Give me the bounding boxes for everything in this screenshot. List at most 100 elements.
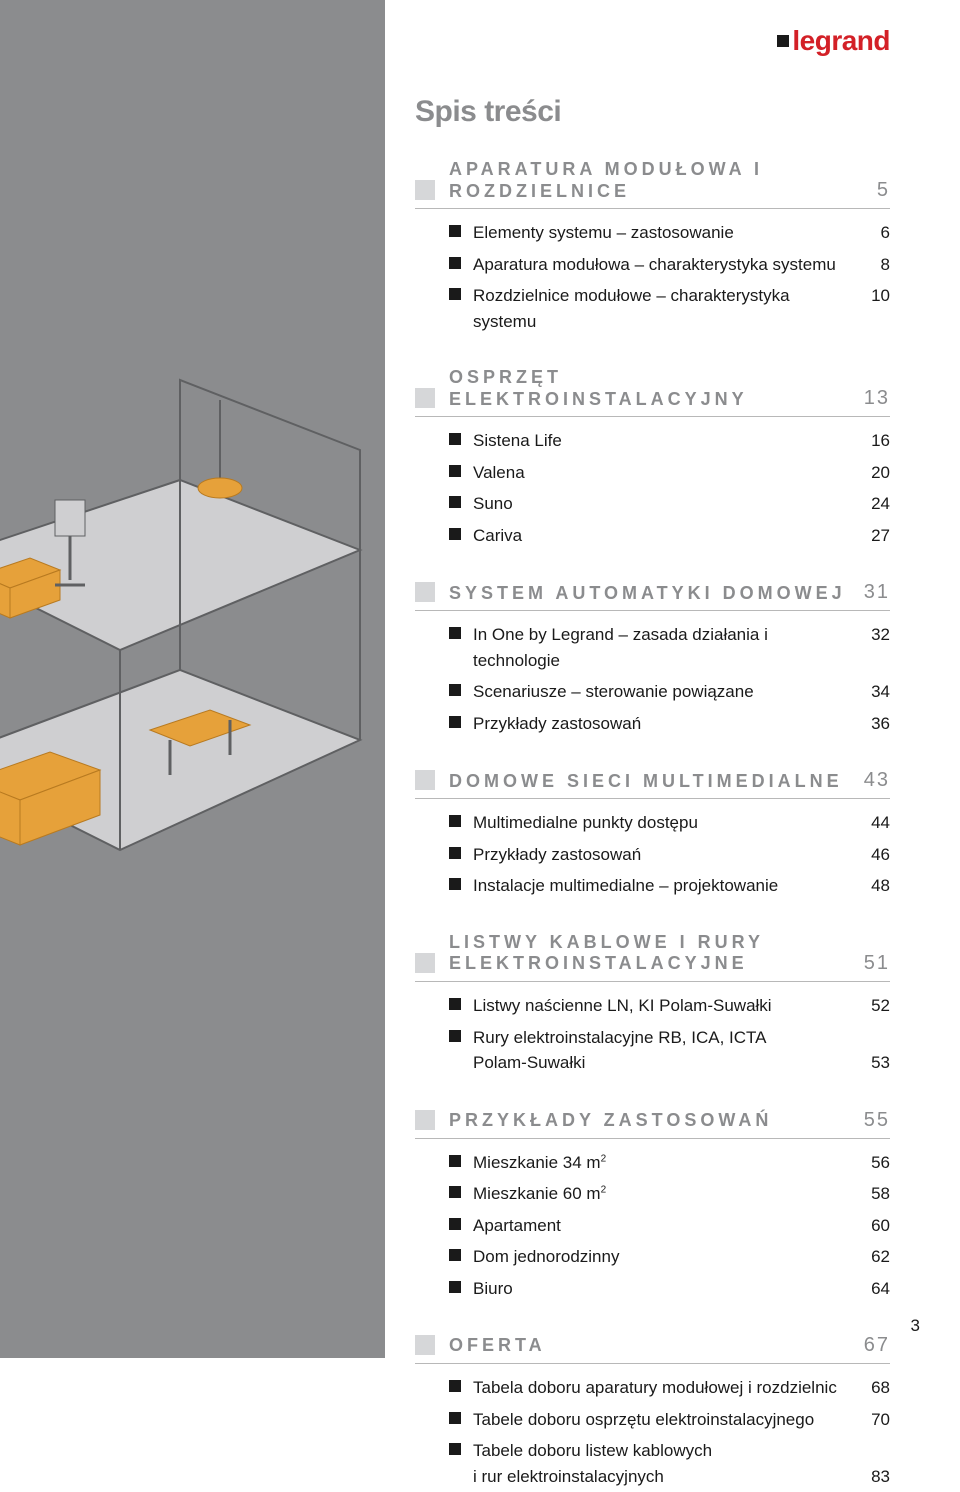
toc-item[interactable]: Biuro64 xyxy=(415,1273,890,1305)
section-page: 67 xyxy=(856,1334,890,1357)
item-bullet-icon xyxy=(449,1186,461,1198)
toc-item[interactable]: Tabele doboru osprzętu elektroinstalacyj… xyxy=(415,1404,890,1436)
item-bullet-icon xyxy=(449,878,461,890)
toc-section: DOMOWE SIECI MULTIMEDIALNE43Multimedialn… xyxy=(415,769,890,902)
item-page: 52 xyxy=(856,993,890,1019)
item-bullet-icon xyxy=(449,684,461,696)
item-bullet-icon xyxy=(449,1155,461,1167)
toc-item[interactable]: Przykłady zastosowań46 xyxy=(415,839,890,871)
item-bullet-icon xyxy=(449,998,461,1010)
content-area: legrand Spis treści APARATURA MODUŁOWA I… xyxy=(385,0,960,1358)
toc-section: SYSTEM AUTOMATYKI DOMOWEJ31 In One by Leg… xyxy=(415,581,890,739)
item-bullet-icon xyxy=(449,1443,461,1455)
toc-item[interactable]: Przykłady zastosowań36 xyxy=(415,708,890,740)
brand-name: legrand xyxy=(792,25,890,57)
item-bullet-icon xyxy=(449,1380,461,1392)
item-page: 53 xyxy=(856,1050,890,1076)
item-page: 62 xyxy=(856,1244,890,1270)
toc-item[interactable]: Mieszkanie 34 m256 xyxy=(415,1147,890,1179)
item-bullet-icon xyxy=(449,257,461,269)
item-page: 10 xyxy=(856,283,890,309)
item-page: 83 xyxy=(856,1464,890,1490)
item-bullet-icon xyxy=(449,716,461,728)
toc-item[interactable]: Scenariusze – sterowanie powiązane34 xyxy=(415,676,890,708)
toc-section: APARATURA MODUŁOWA I ROZDZIELNICE5 Elemen… xyxy=(415,159,890,337)
item-bullet-icon xyxy=(449,815,461,827)
toc-item[interactable]: Dom jednorodzinny62 xyxy=(415,1241,890,1273)
toc-section-header[interactable]: PRZYKŁADY ZASTOSOWAŃ55 xyxy=(415,1109,890,1139)
section-page: 31 xyxy=(856,581,890,604)
item-label: Valena xyxy=(473,460,856,486)
item-label: Przykłady zastosowań xyxy=(473,711,856,737)
toc-item[interactable]: Aparatura modułowa – charakterystyka sys… xyxy=(415,249,890,281)
item-page: 27 xyxy=(856,523,890,549)
item-label: Biuro xyxy=(473,1276,856,1302)
item-label: Apartament xyxy=(473,1213,856,1239)
toc-item[interactable]: Rury elektroinstalacyjne RB, ICA, ICTAPo… xyxy=(415,1022,890,1079)
item-bullet-icon xyxy=(449,528,461,540)
item-page: 44 xyxy=(856,810,890,836)
item-bullet-icon xyxy=(449,1030,461,1042)
toc-section-header[interactable]: OSPRZĘT ELEKTROINSTALACYJNY13 xyxy=(415,367,890,417)
section-page: 43 xyxy=(856,769,890,792)
toc-item[interactable]: Sistena Life16 xyxy=(415,425,890,457)
toc-item[interactable]: Valena20 xyxy=(415,457,890,489)
section-bullet-icon xyxy=(415,770,435,790)
toc-section-header[interactable]: DOMOWE SIECI MULTIMEDIALNE43 xyxy=(415,769,890,799)
toc-item[interactable]: Tabela doboru aparatury modułowej i rozd… xyxy=(415,1372,890,1404)
item-bullet-icon xyxy=(449,847,461,859)
table-of-contents: APARATURA MODUŁOWA I ROZDZIELNICE5 Elemen… xyxy=(415,159,890,1492)
item-label: Mieszkanie 60 m2 xyxy=(473,1181,856,1207)
item-label: In One by Legrand – zasada działania i t… xyxy=(473,622,856,673)
toc-section: LISTWY KABLOWE I RURY ELEKTROINSTALACYJN… xyxy=(415,932,890,1079)
toc-item[interactable]: Suno24 xyxy=(415,488,890,520)
toc-item[interactable]: Instalacje multimedialne – projektowanie… xyxy=(415,870,890,902)
section-title: LISTWY KABLOWE I RURY ELEKTROINSTALACYJN… xyxy=(449,932,856,975)
item-page: 6 xyxy=(856,220,890,246)
toc-item[interactable]: Listwy naścienne LN, KI Polam-Suwałki52 xyxy=(415,990,890,1022)
section-page: 13 xyxy=(856,387,890,410)
item-page: 48 xyxy=(856,873,890,899)
toc-item[interactable]: Apartament60 xyxy=(415,1210,890,1242)
toc-item[interactable]: Tabele doboru listew kablowychi rur elek… xyxy=(415,1435,890,1492)
item-label: Suno xyxy=(473,491,856,517)
item-label: Aparatura modułowa – charakterystyka sys… xyxy=(473,252,856,278)
item-page: 8 xyxy=(856,252,890,278)
toc-item[interactable]: Cariva27 xyxy=(415,520,890,552)
item-bullet-icon xyxy=(449,1218,461,1230)
item-label: Rozdzielnice modułowe – charakterystyka … xyxy=(473,283,856,334)
section-title: OSPRZĘT ELEKTROINSTALACYJNY xyxy=(449,367,856,410)
toc-item[interactable]: Mieszkanie 60 m258 xyxy=(415,1178,890,1210)
item-label: Rury elektroinstalacyjne RB, ICA, ICTAPo… xyxy=(473,1025,856,1076)
item-page: 46 xyxy=(856,842,890,868)
item-label: Elementy systemu – zastosowanie xyxy=(473,220,856,246)
toc-item[interactable]: Multimedialne punkty dostępu44 xyxy=(415,807,890,839)
toc-section-header[interactable]: SYSTEM AUTOMATYKI DOMOWEJ31 xyxy=(415,581,890,611)
section-title: DOMOWE SIECI MULTIMEDIALNE xyxy=(449,771,856,793)
item-bullet-icon xyxy=(449,496,461,508)
item-label: Dom jednorodzinny xyxy=(473,1244,856,1270)
toc-section-header[interactable]: APARATURA MODUŁOWA I ROZDZIELNICE5 xyxy=(415,159,890,209)
toc-section-header[interactable]: LISTWY KABLOWE I RURY ELEKTROINSTALACYJN… xyxy=(415,932,890,982)
section-bullet-icon xyxy=(415,388,435,408)
toc-item[interactable]: In One by Legrand – zasada działania i t… xyxy=(415,619,890,676)
item-page: 34 xyxy=(856,679,890,705)
item-page: 60 xyxy=(856,1213,890,1239)
section-title: PRZYKŁADY ZASTOSOWAŃ xyxy=(449,1110,856,1132)
toc-section-header[interactable]: OFERTA67 xyxy=(415,1334,890,1364)
item-label: Multimedialne punkty dostępu xyxy=(473,810,856,836)
toc-item[interactable]: Elementy systemu – zastosowanie6 xyxy=(415,217,890,249)
section-page: 5 xyxy=(856,179,890,202)
item-label: Scenariusze – sterowanie powiązane xyxy=(473,679,856,705)
item-label: Instalacje multimedialne – projektowanie xyxy=(473,873,856,899)
section-page: 55 xyxy=(856,1109,890,1132)
item-page: 64 xyxy=(856,1276,890,1302)
section-bullet-icon xyxy=(415,1110,435,1130)
item-page: 68 xyxy=(856,1375,890,1401)
toc-item[interactable]: Rozdzielnice modułowe – charakterystyka … xyxy=(415,280,890,337)
item-bullet-icon xyxy=(449,225,461,237)
item-label: Tabela doboru aparatury modułowej i rozd… xyxy=(473,1375,856,1401)
item-label: Sistena Life xyxy=(473,428,856,454)
toc-section: PRZYKŁADY ZASTOSOWAŃ55 Mieszkanie 34 m256… xyxy=(415,1109,890,1305)
house-cutaway-illustration xyxy=(0,360,380,920)
